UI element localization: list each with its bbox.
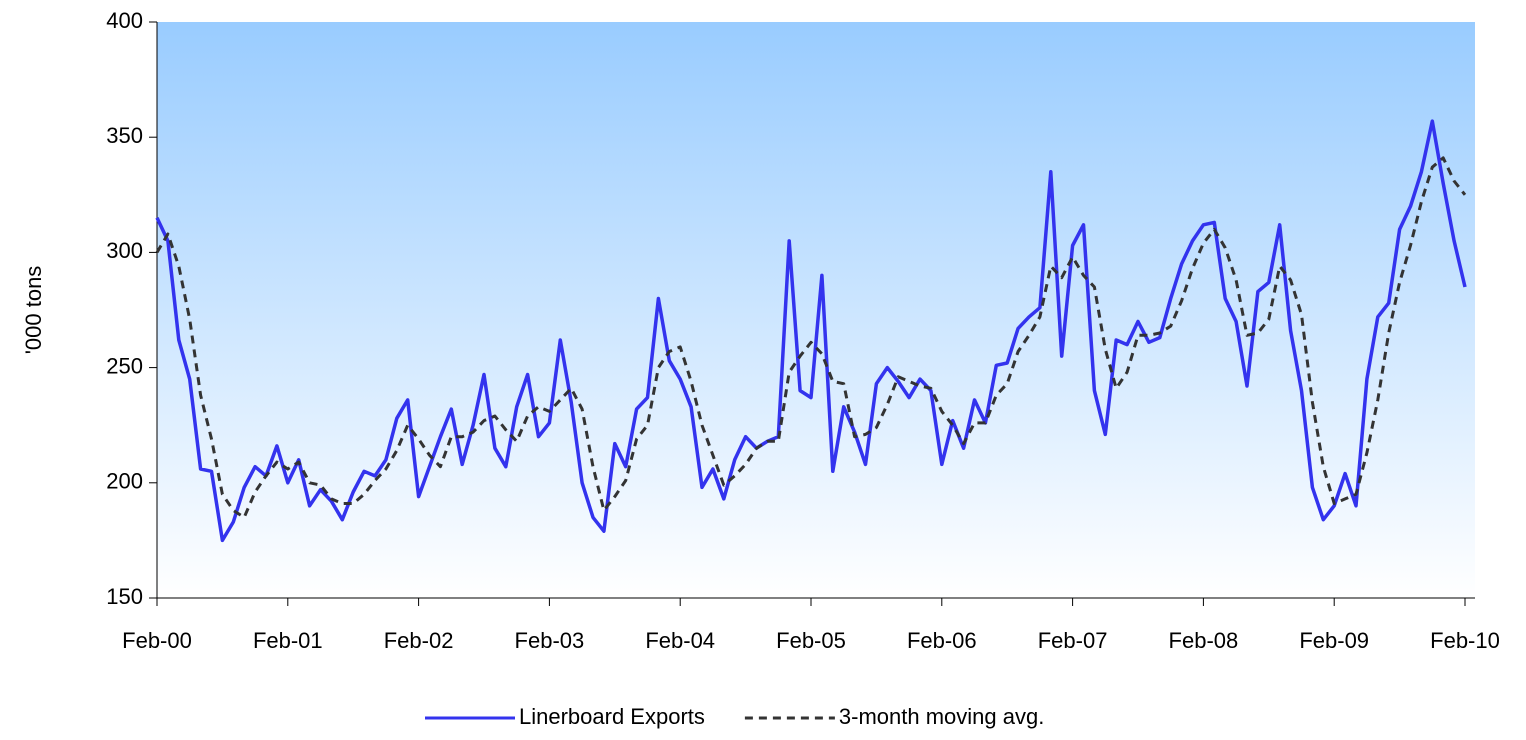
x-tick-label: Feb-07 (1038, 628, 1108, 653)
series-line (155, 119, 1467, 543)
x-tick-label: Feb-10 (1430, 628, 1500, 653)
series-line (155, 156, 1467, 519)
y-axis-label: '000 tons (21, 266, 46, 355)
legend-label: 3-month moving avg. (839, 704, 1044, 729)
x-tick-label: Feb-03 (515, 628, 585, 653)
x-tick-label: Feb-09 (1299, 628, 1369, 653)
y-tick-label: 300 (106, 238, 143, 263)
y-tick-label: 200 (106, 469, 143, 494)
plot-area (157, 22, 1475, 598)
x-tick-label: Feb-01 (253, 628, 323, 653)
x-tick-label: Feb-06 (907, 628, 977, 653)
x-tick-label: Feb-05 (776, 628, 846, 653)
y-tick-label: 400 (106, 8, 143, 33)
y-tick-label: 350 (106, 123, 143, 148)
x-tick-label: Feb-04 (645, 628, 715, 653)
x-tick-label: Feb-00 (122, 628, 192, 653)
legend-label: Linerboard Exports (519, 704, 705, 729)
y-tick-label: 150 (106, 584, 143, 609)
x-tick-label: Feb-02 (384, 628, 454, 653)
x-tick-label: Feb-08 (1169, 628, 1239, 653)
y-tick-label: 250 (106, 353, 143, 378)
